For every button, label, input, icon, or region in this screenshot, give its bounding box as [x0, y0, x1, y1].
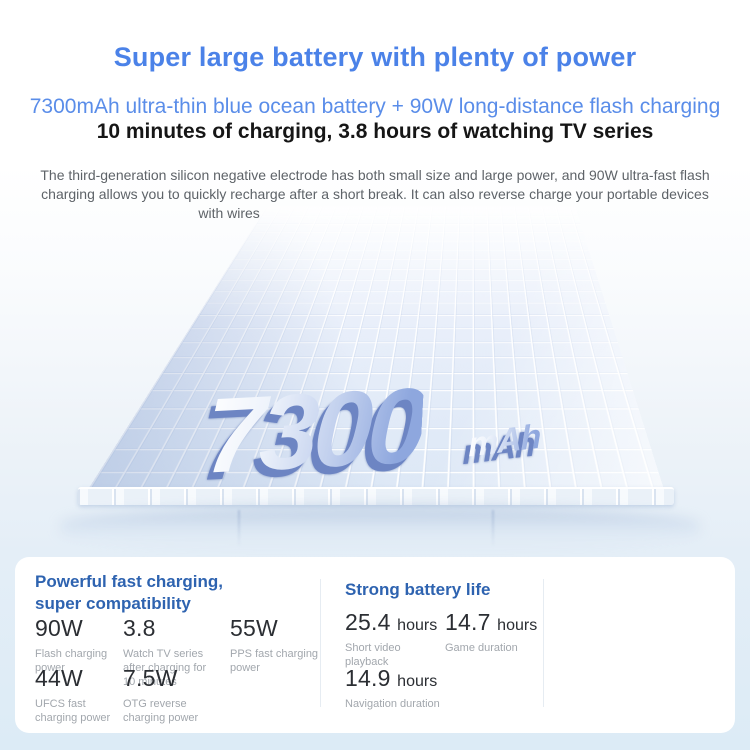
stat-game-duration: 14.7 hours Game duration — [445, 609, 565, 655]
stat-value: 14.9 — [345, 665, 391, 691]
specs-card: Powerful fast charging, super compatibil… — [15, 557, 735, 733]
stat-flash-charging: 90W Flash charging power — [35, 615, 117, 675]
stat-unit: hours — [397, 617, 438, 634]
stat-label: Watch TV series after charging for 10 mi… — [123, 648, 207, 688]
battery-shadow — [60, 506, 700, 552]
stat-label: UFCS fast charging power — [35, 698, 111, 724]
battery-life-heading: Strong battery life — [345, 580, 491, 599]
hero-highlight: 10 minutes of charging, 3.8 hours of wat… — [96, 120, 654, 143]
stat-value: 14.7 — [445, 609, 491, 635]
fast-charging-heading: Powerful fast charging, super compatibil… — [35, 571, 223, 615]
stat-pps-charging: 55W PPS fast charging power — [230, 615, 320, 675]
stat-value: 3.8 — [123, 615, 156, 641]
capacity-text: 7300 — [203, 366, 425, 496]
reflection-line — [238, 510, 240, 548]
stat-value: 90W — [35, 615, 83, 641]
fast-charging-heading-line2: super compatibility — [35, 594, 191, 613]
stat-value: 7.5W — [123, 665, 178, 691]
stat-label: OTG reverse charging power — [123, 698, 199, 724]
stat-value: 55W — [230, 615, 278, 641]
card-divider — [320, 579, 321, 707]
stat-label: Game duration — [445, 642, 518, 654]
stat-label: Navigation duration — [345, 698, 440, 710]
card-divider — [543, 579, 544, 707]
stat-otg-charging: 7.5W OTG reverse charging power — [123, 665, 218, 725]
fast-charging-section: Powerful fast charging, super compatibil… — [35, 557, 318, 733]
stat-unit: hours — [397, 673, 438, 690]
stat-label: Flash charging power — [35, 648, 108, 674]
stat-value: 44W — [35, 665, 83, 691]
stat-label: PPS fast charging power — [230, 648, 319, 674]
page-title: Super large battery with plenty of power — [113, 42, 637, 72]
stat-value: 25.4 — [345, 609, 391, 635]
battery-life-section: Strong battery life 25.4 hours Short vid… — [345, 557, 540, 733]
stat-watch-tv: 3.8 Watch TV series after charging for 1… — [123, 615, 220, 689]
capacity-3d-text: 7300 7300 — [197, 366, 425, 503]
stat-video-playback: 25.4 hours Short video playback — [345, 609, 440, 669]
hero-subtitle: 7300mAh ultra-thin blue ocean battery + … — [29, 95, 721, 118]
reflection-line — [492, 510, 494, 548]
battery-3d-visual: 7300 7300 mAh mAh — [0, 206, 750, 560]
battery-front-edge — [78, 487, 674, 505]
capacity-unit-3d-text: mAh mAh — [462, 417, 541, 472]
stat-label: Short video playback — [345, 642, 401, 668]
fast-charging-heading-line1: Powerful fast charging, — [35, 572, 223, 591]
stat-navigation-duration: 14.9 hours Navigation duration — [345, 665, 485, 711]
stat-ufcs-charging: 44W UFCS fast charging power — [35, 665, 120, 725]
stat-unit: hours — [497, 617, 538, 634]
